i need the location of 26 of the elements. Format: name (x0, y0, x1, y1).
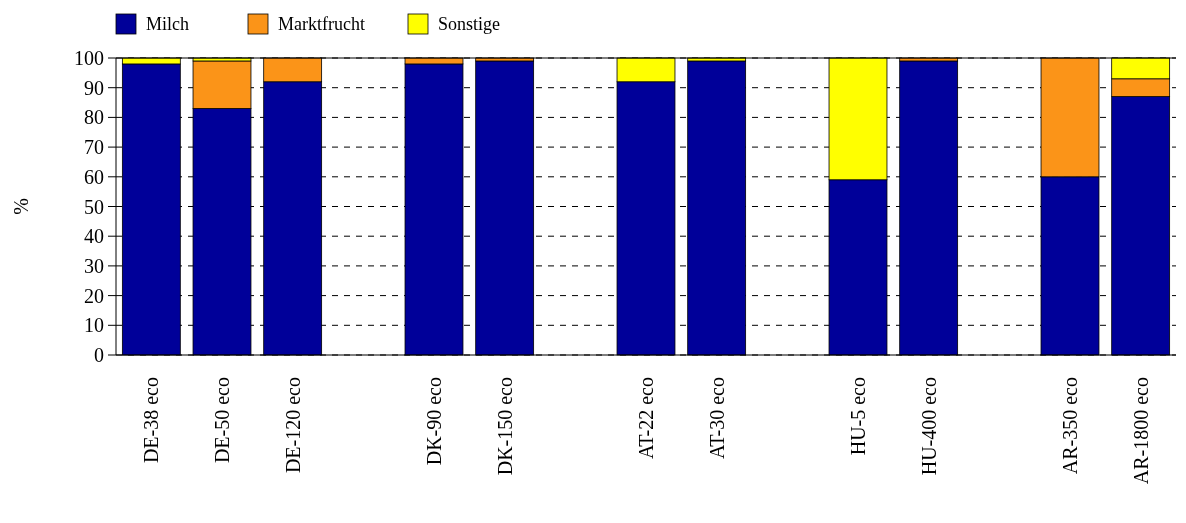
x-tick-label: DK-90 eco (423, 377, 445, 466)
x-tick-label: DE-120 eco (281, 377, 304, 474)
x-tick-label: AT-22 eco (635, 377, 657, 460)
y-tick-label: 90 (84, 76, 104, 99)
y-tick-label: 30 (84, 254, 104, 277)
x-tick-label: DE-50 eco (211, 377, 233, 464)
y-tick-label: 0 (94, 344, 104, 366)
y-tick-label: 10 (84, 314, 104, 337)
x-tick-label: AR-1800 eco (1129, 377, 1152, 485)
y-axis-title: % (10, 198, 32, 215)
y-tick-label: 70 (84, 136, 104, 159)
y-tick-label: 100 (74, 47, 104, 69)
legend-label: Marktfrucht (278, 14, 365, 34)
y-tick-label: 40 (84, 225, 104, 248)
legend-label: Sonstige (438, 14, 501, 34)
y-tick-label: 50 (84, 195, 104, 218)
x-tick-label: AR-350 eco (1059, 377, 1081, 475)
y-tick-label: 80 (84, 106, 104, 129)
y-tick-label: 20 (84, 284, 104, 307)
y-tick-label: 60 (84, 165, 104, 188)
x-tick-label: DK-150 eco (493, 377, 516, 476)
x-tick-label: DE-38 eco (140, 377, 163, 464)
legend-label: Milch (146, 14, 189, 34)
x-tick-label: HU-400 eco (917, 377, 940, 476)
x-tick-label: AT-30 eco (705, 377, 728, 460)
x-tick-label: HU-5 eco (847, 377, 869, 456)
